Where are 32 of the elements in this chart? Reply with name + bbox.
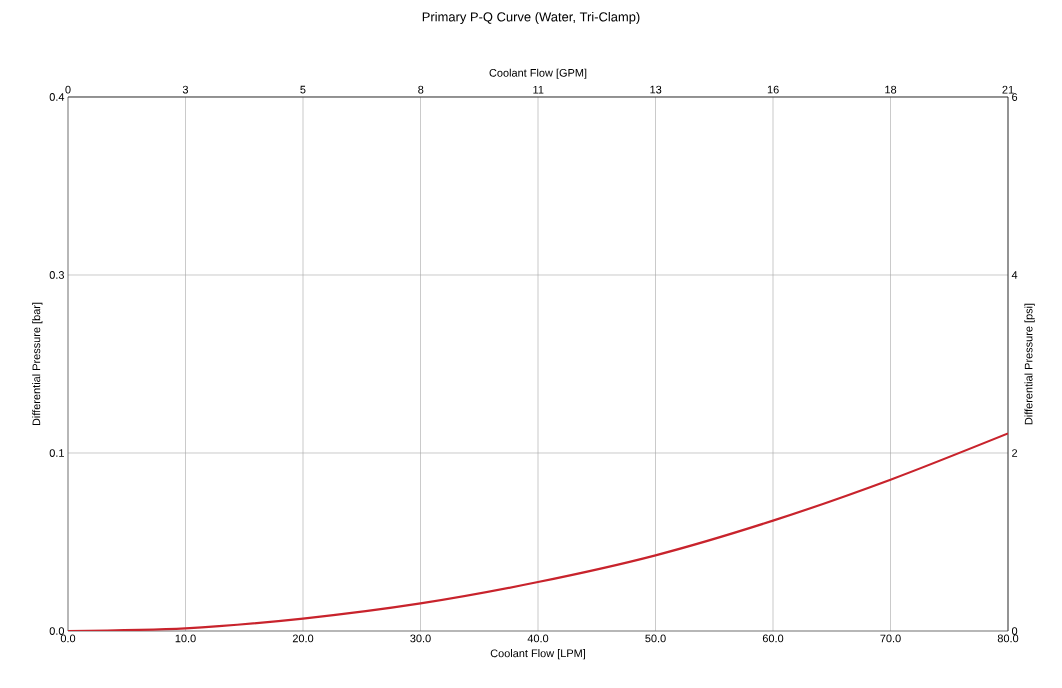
- y-tick-label: 0.3: [49, 271, 64, 279]
- y2-tick-label: 4: [1011, 271, 1018, 279]
- x2-axis-title: Coolant Flow [GPM]: [489, 68, 587, 79]
- x2-tick-label: 3: [182, 85, 189, 94]
- x2-tick-label: 16: [767, 85, 779, 94]
- x-tick-label: 50.0: [645, 634, 666, 643]
- x-tick-label: 70.0: [880, 634, 901, 643]
- x-tick-label: 40.0: [527, 634, 549, 643]
- y-tick-label: 0.1: [49, 449, 64, 457]
- x2-tick-label: 5: [300, 85, 306, 94]
- y2-tick-label: 6: [1012, 93, 1018, 101]
- x2-tick-label: 13: [650, 85, 662, 94]
- x-tick-label: 30.0: [410, 634, 431, 643]
- line-series: [68, 432, 1009, 631]
- x-tick-label: 10.0: [175, 634, 196, 643]
- y-tick-label: 0.4: [49, 93, 65, 101]
- y2-axis-title: Differential Pressure [psi]: [1024, 303, 1035, 425]
- x2-tick-label: 11: [533, 85, 544, 94]
- y2-tick-label: 2: [1012, 449, 1018, 457]
- y-tick-label: 0.0: [49, 627, 65, 635]
- x-tick-label: 0.0: [60, 634, 76, 643]
- y-axis-title: Differential Pressure [bar]: [32, 302, 43, 426]
- x2-tick-label: 0: [65, 85, 71, 94]
- y2-tick-label: 0: [1011, 627, 1018, 635]
- x-tick-label: 60.0: [762, 634, 784, 643]
- x-tick-label: 20.0: [292, 634, 314, 643]
- x2-tick-label: 8: [418, 85, 424, 94]
- x-tick-label: 80.0: [997, 634, 1019, 643]
- chart-title: Primary P-Q Curve (Water, Tri-Clamp): [422, 11, 640, 25]
- x2-tick-label: 21: [1002, 85, 1014, 94]
- x2-tick-label: 18: [885, 85, 897, 94]
- x-axis-title: Coolant Flow [LPM]: [490, 649, 586, 660]
